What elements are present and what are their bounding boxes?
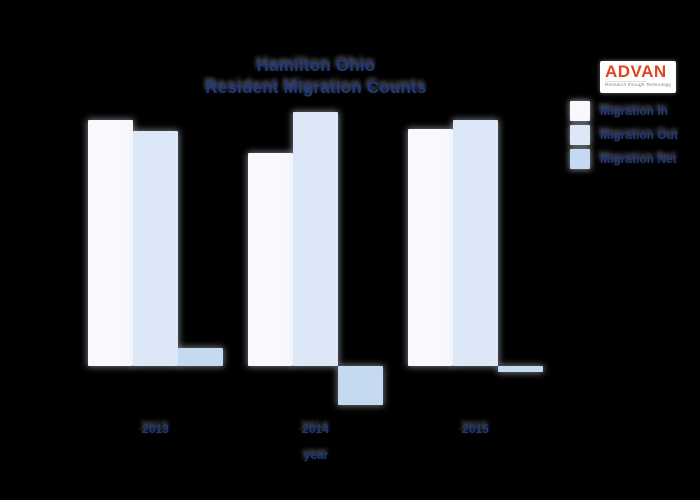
bar-migration-out-2013 — [133, 131, 178, 366]
bar-migration-in-2014 — [248, 153, 293, 366]
x-tick-2015: 2015 — [462, 422, 489, 436]
legend-label: Migration Net — [600, 152, 677, 166]
chart-title: Hamilton Ohio Resident Migration Counts — [88, 55, 544, 99]
advan-logo: ADVAN Research through Technology — [600, 61, 676, 93]
legend-item-migration-in: Migration In — [570, 101, 678, 121]
advan-logo-tagline: Research through Technology — [605, 81, 671, 88]
bar-migration-net-2015 — [498, 366, 543, 372]
legend-item-migration-out: Migration Out — [570, 125, 678, 145]
advan-logo-text: ADVAN — [605, 62, 667, 81]
bar-migration-net-2014 — [338, 366, 383, 405]
bar-migration-in-2015 — [408, 129, 453, 366]
migration-out-swatch-icon — [570, 125, 590, 145]
bar-migration-out-2014 — [293, 112, 338, 366]
bar-migration-out-2015 — [453, 120, 498, 366]
migration-net-swatch-icon — [570, 149, 590, 169]
migration-in-swatch-icon — [570, 101, 590, 121]
chart-title-line1: Hamilton Ohio — [256, 56, 376, 75]
bar-migration-net-2013 — [178, 348, 223, 366]
legend-label: Migration In — [600, 104, 668, 118]
x-tick-2014: 2014 — [302, 422, 329, 436]
x-tick-2013: 2013 — [142, 422, 169, 436]
x-axis-title: year — [303, 448, 329, 462]
bar-migration-in-2013 — [88, 120, 133, 366]
legend: Migration In Migration Out Migration Net — [570, 101, 678, 173]
legend-label: Migration Out — [600, 128, 678, 142]
legend-item-migration-net: Migration Net — [570, 149, 678, 169]
chart-title-line2: Resident Migration Counts — [205, 78, 427, 97]
